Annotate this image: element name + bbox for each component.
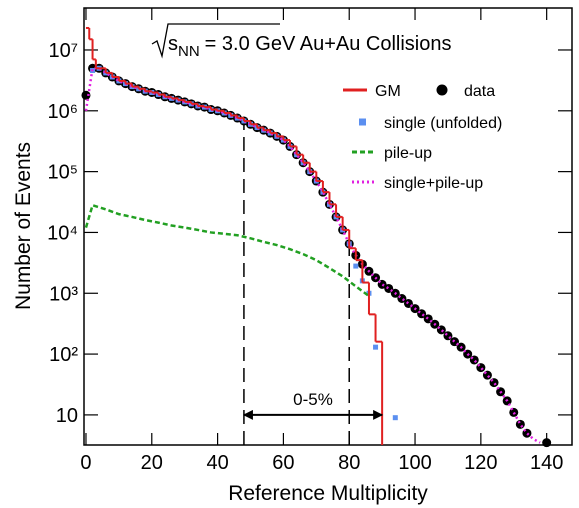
y-tick-label: 10⁴ (47, 222, 78, 244)
legend-label: pile-up (384, 145, 432, 162)
legend-swatch (436, 84, 448, 96)
range-label: 0-5% (293, 390, 333, 409)
x-tick-label: 100 (398, 452, 431, 474)
title-symbol: s (168, 33, 178, 55)
legend-label: GM (375, 83, 401, 100)
y-axis-label: Number of Events (12, 142, 35, 310)
y-tick-label: 10² (49, 344, 78, 366)
x-tick-label: 80 (338, 452, 360, 474)
x-tick-label: 60 (272, 452, 294, 474)
y-tick-label: 10 (56, 405, 78, 427)
data-point (353, 263, 359, 269)
y-tick-label: 10³ (49, 283, 78, 305)
y-tick-label: 10⁵ (47, 162, 78, 184)
data-point (81, 90, 91, 100)
legend-swatch (359, 118, 366, 126)
title-text: = 3.0 GeV Au+Au Collisions (205, 33, 452, 55)
data-point (373, 344, 379, 350)
data-point (482, 370, 492, 380)
x-tick-label: 120 (464, 452, 497, 474)
y-tick-label: 10⁶ (48, 101, 78, 123)
legend-label: single+pile-up (384, 175, 483, 192)
series-line (84, 203, 370, 298)
y-tick-label: 10⁷ (49, 40, 78, 62)
title-subscript: NN (178, 43, 200, 60)
x-tick-label: 40 (206, 452, 228, 474)
series-line (84, 67, 541, 444)
data-point (489, 378, 499, 388)
chart-title: sNN = 3.0 GeV Au+Au Collisions (168, 33, 452, 60)
x-tick-label: 20 (141, 452, 163, 474)
x-tick-label: 0 (80, 452, 91, 474)
data-point (469, 355, 479, 365)
data-point (392, 415, 398, 421)
x-axis-label: Reference Multiplicity (228, 482, 428, 505)
legend-label: data (464, 83, 495, 100)
step-riser (88, 27, 384, 445)
legend-label: single (unfolded) (384, 115, 502, 132)
data-point (476, 363, 486, 373)
x-tick-label: 140 (530, 452, 563, 474)
data-point (542, 438, 552, 448)
data-point (515, 419, 525, 429)
plot-frame (83, 7, 573, 446)
sqrt-sign (151, 23, 280, 59)
